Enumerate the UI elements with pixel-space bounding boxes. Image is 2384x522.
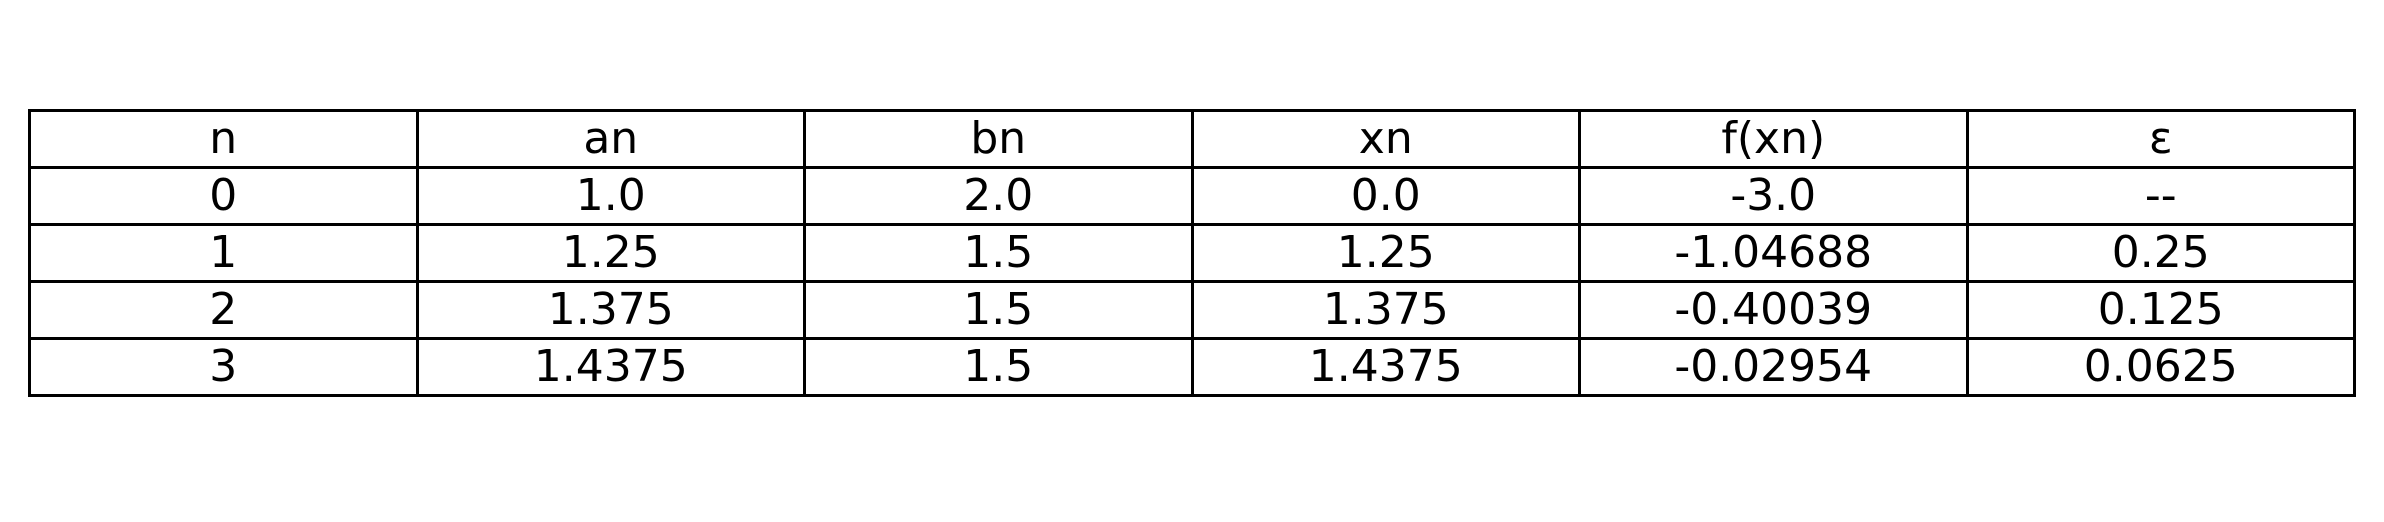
table-cell: 0.0	[1190, 166, 1581, 226]
table-cell: 1.4375	[1190, 337, 1581, 397]
table-cell: 3	[28, 337, 419, 397]
table-cell: 1.25	[415, 223, 806, 283]
table-cell: 0.125	[1965, 280, 2356, 340]
table-row: 0 1.0 2.0 0.0 -3.0 --	[28, 166, 2356, 226]
table-row: 1 1.25 1.5 1.25 -1.04688 0.25	[28, 223, 2356, 283]
table-container: n an bn xn f(xn) ε 0 1.0 2.0 0.0 -3.0 -- 1 1.25 1.5 1.2…	[28, 109, 2356, 397]
table-row: 2 1.375 1.5 1.375 -0.40039 0.125	[28, 280, 2356, 340]
table-cell: 0.25	[1965, 223, 2356, 283]
table-cell: -0.02954	[1578, 337, 1969, 397]
table-cell: 1.5	[803, 280, 1194, 340]
table-cell: -1.04688	[1578, 223, 1969, 283]
table-cell: 1	[28, 223, 419, 283]
column-header: xn	[1190, 109, 1581, 169]
table-cell: 0.0625	[1965, 337, 2356, 397]
table-cell: 1.5	[803, 337, 1194, 397]
table-cell: 1.375	[415, 280, 806, 340]
header-row: n an bn xn f(xn) ε	[28, 109, 2356, 169]
table-body: n an bn xn f(xn) ε 0 1.0 2.0 0.0 -3.0 -- 1 1.25 1.5 1.2…	[28, 109, 2356, 397]
bisection-table: n an bn xn f(xn) ε 0 1.0 2.0 0.0 -3.0 -- 1 1.25 1.5 1.2…	[28, 109, 2356, 397]
table-cell: 1.0	[415, 166, 806, 226]
table-cell: 2	[28, 280, 419, 340]
table-cell: 1.4375	[415, 337, 806, 397]
table-cell: 0	[28, 166, 419, 226]
table-cell: 2.0	[803, 166, 1194, 226]
table-cell: 1.5	[803, 223, 1194, 283]
column-header: an	[415, 109, 806, 169]
column-header: bn	[803, 109, 1194, 169]
column-header: ε	[1965, 109, 2356, 169]
table-row: 3 1.4375 1.5 1.4375 -0.02954 0.0625	[28, 337, 2356, 397]
column-header: n	[28, 109, 419, 169]
table-cell: 1.375	[1190, 280, 1581, 340]
table-cell: --	[1965, 166, 2356, 226]
table-cell: -3.0	[1578, 166, 1969, 226]
table-cell: -0.40039	[1578, 280, 1969, 340]
table-cell: 1.25	[1190, 223, 1581, 283]
column-header: f(xn)	[1578, 109, 1969, 169]
